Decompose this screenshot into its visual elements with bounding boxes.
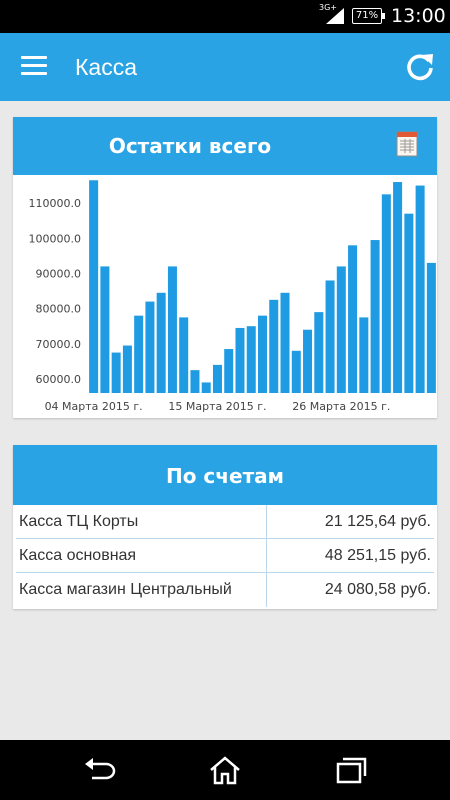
app-bar: Касса	[0, 33, 450, 101]
account-balance: 21 125,64 руб.	[324, 513, 431, 530]
chart-bar	[269, 299, 279, 393]
chart-bar	[145, 301, 155, 393]
chart-bar	[336, 266, 346, 393]
chart-bar	[89, 180, 99, 393]
refresh-icon[interactable]	[404, 51, 436, 83]
chart-bar	[134, 315, 144, 393]
account-balance: 24 080,58 руб.	[324, 581, 431, 598]
chart-bar	[179, 317, 189, 393]
accounts-card-header: По счетам	[13, 445, 437, 505]
chart-bar	[415, 185, 425, 393]
recents-icon[interactable]	[332, 754, 368, 786]
chart-bar	[404, 213, 414, 393]
balance-chart: 60000.0 70000.0 80000.0 90000.0 100000.0 1100…	[29, 180, 436, 413]
chart-bar	[381, 194, 391, 393]
report-icon[interactable]	[396, 131, 418, 157]
y-tick-label: 110000.0	[29, 197, 82, 210]
battery-level: 71%	[355, 10, 379, 21]
chart-bar	[111, 352, 121, 393]
account-name: Касса ТЦ Корты	[16, 505, 267, 538]
y-tick-label: 60000.0	[36, 373, 82, 386]
x-tick-label: 26 Марта 2015 г.	[292, 400, 390, 413]
accounts-card: По счетам Касса ТЦ Корты 21 125,64 руб. …	[13, 445, 437, 609]
chart-bar	[359, 317, 369, 393]
battery-icon: 71%	[352, 8, 385, 24]
chart-bar	[348, 245, 358, 393]
y-tick-label: 70000.0	[36, 338, 82, 351]
chart-bar	[258, 315, 268, 393]
chart-bar	[167, 266, 177, 393]
chart-bar	[303, 329, 313, 393]
back-icon[interactable]	[82, 754, 118, 786]
chart-bar	[291, 350, 301, 393]
chart-bar	[212, 364, 222, 393]
home-icon[interactable]	[207, 754, 243, 786]
chart-bar	[370, 240, 380, 393]
signal-icon	[326, 8, 344, 24]
chart-bar	[100, 266, 110, 393]
account-name: Касса основная	[16, 539, 267, 572]
balance-chart-card: Остатки всего 60000.0 70000.0 80000.0 90000…	[13, 117, 437, 418]
chart-bar	[246, 326, 256, 393]
account-balance: 48 251,15 руб.	[324, 547, 431, 564]
account-row[interactable]: Касса основная 48 251,15 руб.	[16, 539, 434, 573]
chart-bar	[156, 292, 166, 393]
x-tick-label: 04 Марта 2015 г.	[45, 400, 143, 413]
account-name: Касса магазин Центральный	[16, 573, 267, 607]
page-title: Касса	[75, 54, 137, 80]
chart-bar	[325, 280, 335, 393]
chart-bar	[426, 262, 436, 393]
account-row[interactable]: Касса магазин Центральный 24 080,58 руб.	[16, 573, 434, 607]
status-clock: 13:00	[391, 5, 446, 27]
chart-bar	[201, 382, 211, 393]
chart-bar	[190, 370, 200, 393]
chart-bar	[393, 182, 403, 393]
network-type: 3G+	[319, 3, 337, 12]
chart-bar	[314, 312, 324, 393]
chart-bar	[224, 349, 234, 393]
account-row[interactable]: Касса ТЦ Корты 21 125,64 руб.	[16, 505, 434, 539]
menu-icon[interactable]	[21, 56, 49, 78]
x-tick-label: 15 Марта 2015 г.	[168, 400, 266, 413]
chart-bar	[280, 292, 290, 393]
chart-bar	[122, 345, 132, 393]
chart-bar	[235, 327, 245, 393]
system-nav-bar	[0, 740, 450, 800]
y-tick-label: 80000.0	[36, 303, 82, 316]
y-tick-label: 100000.0	[29, 232, 82, 245]
status-bar: 3G+ 71% 13:00	[0, 0, 450, 33]
accounts-card-title: По счетам	[165, 464, 285, 488]
chart-card-header: Остатки всего	[13, 117, 437, 175]
accounts-table: Касса ТЦ Корты 21 125,64 руб. Касса осно…	[16, 505, 434, 607]
chart-card-title: Остатки всего	[108, 134, 272, 158]
y-tick-label: 90000.0	[36, 267, 82, 280]
